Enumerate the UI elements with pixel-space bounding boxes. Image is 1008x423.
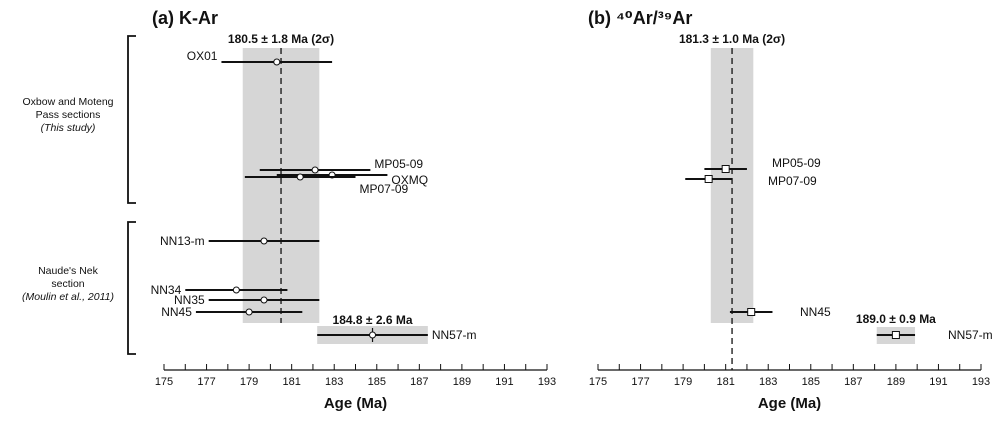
group-label: Pass sections [36, 109, 101, 121]
circle-marker [260, 296, 268, 304]
data-point-nn57-m: NN57-m [317, 328, 477, 342]
panel-ar-ar: (b) ⁴⁰Ar/³⁹Ar 181.3 ± 1.0 Ma (2σ) 189.0 ± … [588, 8, 993, 412]
square-marker [721, 165, 730, 173]
x-tick-label: 179 [674, 376, 692, 388]
point-label: MP07-09 [360, 182, 409, 196]
bracket-line [127, 35, 136, 204]
panel-k-ar: (a) K-Ar 180.5 ± 1.8 Ma (2σ) 184.8 ± 2.6 M… [22, 8, 556, 412]
data-point-ox01: OX01 [187, 49, 333, 66]
x-tick-label: 189 [453, 376, 471, 388]
second-band-label: 184.8 ± 2.6 Ma [333, 313, 413, 327]
group-label: Oxbow and Moteng [22, 96, 113, 108]
x-tick-label: 193 [538, 376, 556, 388]
circle-marker [311, 166, 319, 174]
group-label: Naude's Nek [38, 265, 99, 277]
x-tick-label: 175 [155, 376, 173, 388]
data-point-nn13-m: NN13-m [160, 234, 320, 248]
x-tick-label: 191 [495, 376, 513, 388]
x-tick-label: 181 [716, 376, 734, 388]
circle-marker [273, 58, 281, 66]
x-axis-label: Age (Ma) [324, 395, 387, 412]
circle-marker [369, 331, 377, 339]
data-point-nn45: NN45 [161, 305, 303, 319]
square-marker [891, 331, 900, 339]
point-label: NN57-m [432, 328, 477, 342]
x-tick-label: 191 [929, 376, 947, 388]
group-label: section [51, 278, 84, 290]
point-label: NN34 [151, 283, 182, 297]
x-tick-label: 183 [325, 376, 343, 388]
x-tick-label: 177 [197, 376, 215, 388]
data-point-mp05-09: MP05-09 [259, 157, 423, 174]
point-label: NN45 [800, 305, 831, 319]
x-tick-label: 179 [240, 376, 258, 388]
x-tick-label: 183 [759, 376, 777, 388]
data-point-mp05-09: MP05-09 [704, 156, 821, 173]
reference-label: 181.3 ± 1.0 Ma (2σ) [679, 32, 785, 46]
x-tick-label: 193 [972, 376, 990, 388]
circle-marker [296, 173, 304, 181]
group-label: (Moulin et al., 2011) [22, 291, 114, 303]
point-label: NN57-m [948, 328, 993, 342]
data-point-nn57-m: NN57-m [876, 328, 993, 342]
bracket-line [127, 221, 136, 355]
point-label: MP05-09 [772, 156, 821, 170]
data-point-nn35: NN35 [174, 293, 320, 307]
circle-marker [232, 286, 240, 294]
data-point-mp07-09: MP07-09 [244, 173, 409, 196]
x-tick-label: 187 [410, 376, 428, 388]
reference-label: 180.5 ± 1.8 Ma (2σ) [228, 32, 334, 46]
data-point-nn45: NN45 [729, 305, 831, 319]
point-label: OX01 [187, 49, 218, 63]
x-tick-label: 185 [368, 376, 386, 388]
point-label: NN45 [161, 305, 192, 319]
data-point-nn34: NN34 [151, 283, 288, 297]
square-marker [704, 175, 713, 183]
circle-marker [260, 237, 268, 245]
x-tick-label: 175 [589, 376, 607, 388]
point-label: MP05-09 [374, 157, 423, 171]
panel-title: (b) ⁴⁰Ar/³⁹Ar [588, 8, 692, 28]
x-axis-label: Age (Ma) [758, 395, 821, 412]
point-label: NN13-m [160, 234, 205, 248]
circle-marker [245, 308, 253, 316]
x-tick-label: 177 [631, 376, 649, 388]
point-label: OXMQ [391, 173, 428, 187]
square-marker [747, 308, 756, 316]
data-point-mp07-09: MP07-09 [685, 174, 817, 188]
point-label: MP07-09 [768, 174, 817, 188]
second-band-label: 189.0 ± 0.9 Ma [856, 312, 936, 326]
x-tick-label: 187 [844, 376, 862, 388]
data-point-oxmq: OXMQ [276, 171, 428, 187]
point-label: NN35 [174, 293, 205, 307]
group-label: (This study) [41, 122, 96, 134]
x-tick-label: 181 [282, 376, 300, 388]
panel-title: (a) K-Ar [152, 8, 218, 28]
x-tick-label: 185 [802, 376, 820, 388]
x-tick-label: 189 [887, 376, 905, 388]
